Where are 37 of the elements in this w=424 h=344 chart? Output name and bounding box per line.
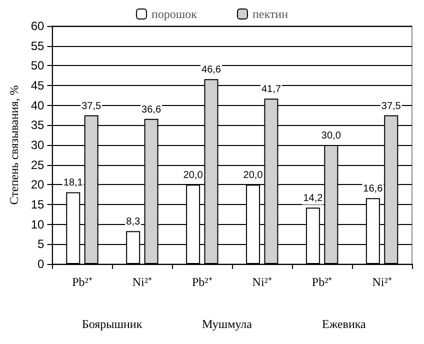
y-axis-title: Степень связывания, % [7,85,21,205]
y-tick-label: 0 [38,257,45,271]
y-tick-label: 25 [30,158,45,172]
x-tick-label: Pb²⁺ [192,275,212,289]
data-label: 41,7 [261,84,282,96]
y-tick-label: 60 [30,19,45,33]
data-label: 8,3 [126,216,140,228]
data-label: 37,5 [82,100,102,112]
x-tick-label: Ni²⁺ [252,275,272,289]
data-label: 37,5 [381,100,402,112]
text: Ежевика [322,317,367,331]
x-tick-label: Pb²⁺ [72,275,92,289]
data-label: 20,0 [243,170,264,182]
y-tick-label: 55 [30,38,45,53]
text: Боярышник [82,317,142,331]
text: Мушмула [202,317,253,331]
y-tick-label: 45 [30,78,45,92]
legend-label: порошок [152,7,198,21]
data-label: 16,6 [363,184,384,195]
x-tick-label: Ni²⁺ [132,275,152,289]
x-tick-label: Ni²⁺ [372,275,392,289]
data-label: 20,0 [183,170,204,182]
data-label: 14,2 [303,193,324,204]
data-label: 36,6 [142,104,162,116]
y-tick-label: 30 [30,138,45,152]
data-label: 46,6 [202,64,222,76]
y-tick-label: 50 [30,58,45,73]
data-label: 30,0 [321,130,342,142]
y-tick-label: 20 [30,178,45,192]
y-tick-label: 15 [30,198,45,212]
data-label: 18,1 [63,178,84,189]
y-tick-label: 35 [30,118,45,132]
legend-label: пектин [252,7,289,21]
y-tick-label: 10 [30,217,45,232]
x-tick-label: Pb²⁺ [312,275,332,289]
y-tick-label: 40 [30,98,45,112]
y-tick-label: 5 [38,237,45,252]
